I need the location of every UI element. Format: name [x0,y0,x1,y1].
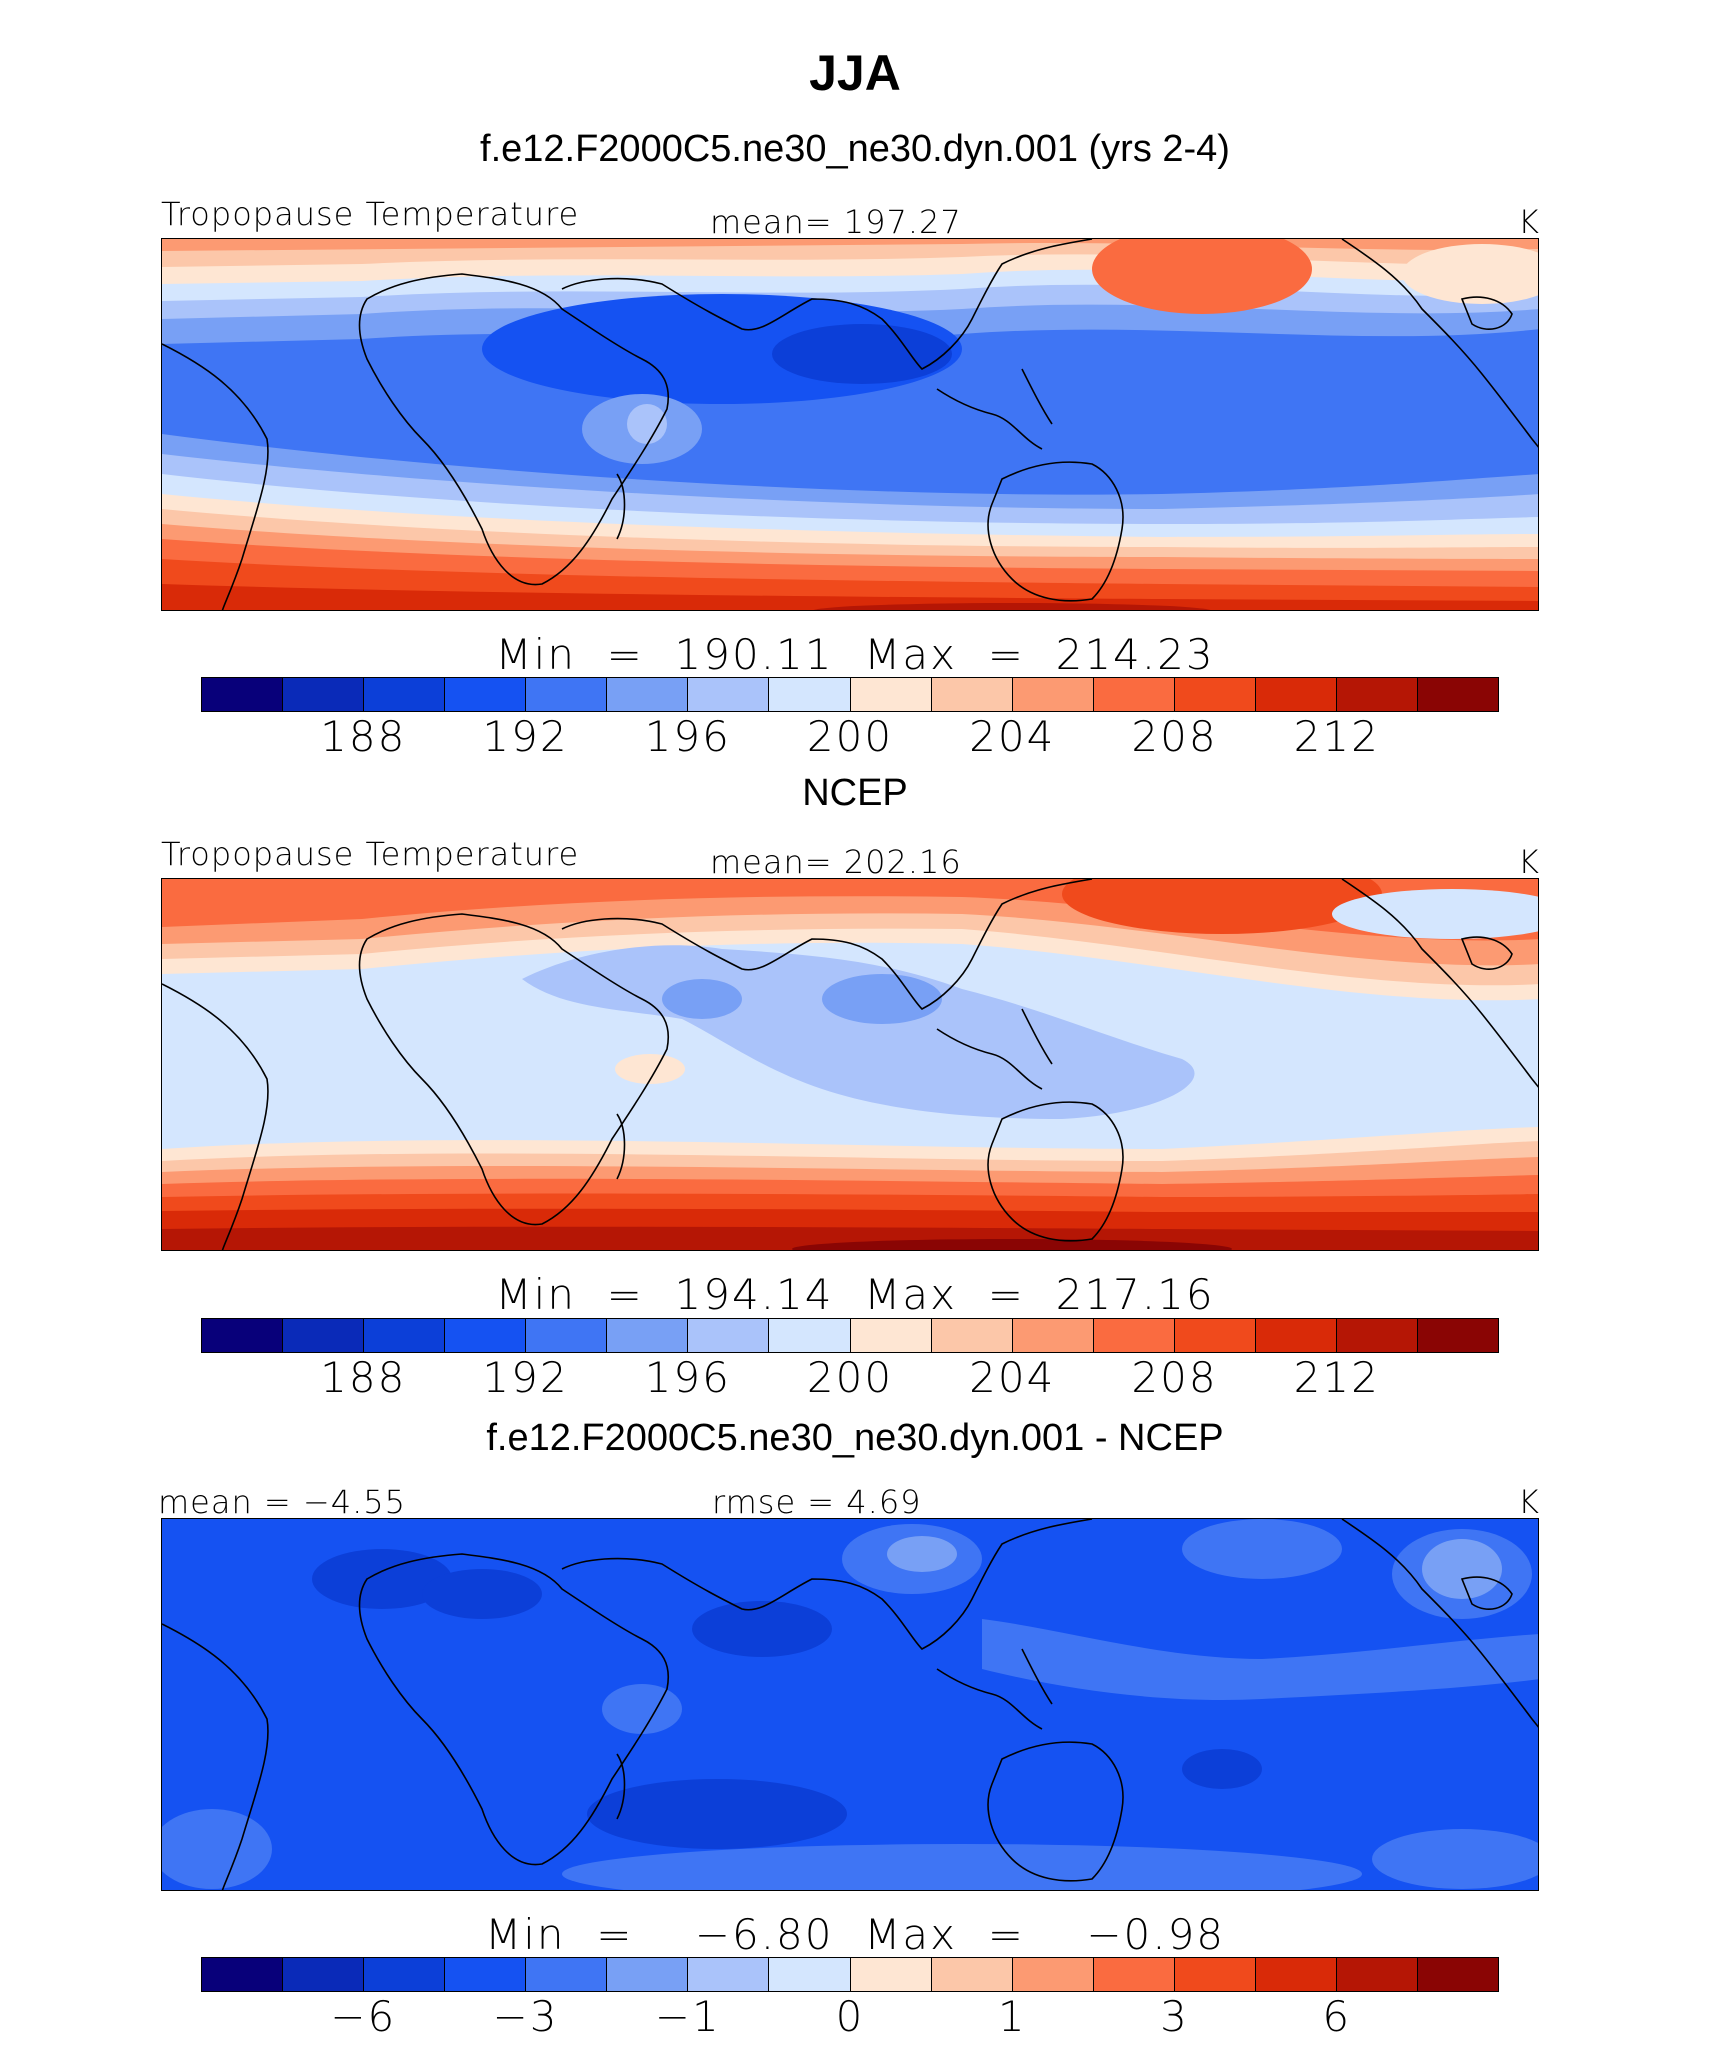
colorbar-swatch [1012,1319,1094,1352]
colorbar-tick-label: 188 [320,1353,407,1402]
colorbar-swatch [1174,1958,1256,1991]
figure-title: JJA [809,45,901,101]
panel1-title: f.e12.F2000C5.ne30_ne30.dyn.001 (yrs 2-4… [480,128,1230,170]
panel2-unit-label: K [1518,843,1540,881]
colorbar-swatch [1012,678,1094,711]
colorbar-tick-label: 212 [1293,1353,1380,1402]
colorbar-swatch [607,1319,689,1352]
colorbar-swatch [850,1319,932,1352]
colorbar-tick-label: 188 [320,712,407,761]
colorbar-swatch [445,1319,527,1352]
colorbar-swatch [283,678,365,711]
colorbar-swatch [607,678,689,711]
colorbar-swatch [1255,1958,1337,1991]
colorbar-tick-label: 0 [835,1992,865,2041]
colorbar-tick-label: 192 [482,1353,569,1402]
colorbar-tick-label: 3 [1160,1992,1189,2041]
colorbar-tick-label: −3 [492,1992,559,2041]
colorbar-swatch [850,1958,932,1991]
colorbar-swatch [445,678,527,711]
colorbar-swatch [1012,1958,1094,1991]
colorbar-swatch [688,1958,770,1991]
colorbar-swatch [364,1958,446,1991]
colorbar-tick-label: 200 [806,712,894,761]
colorbar-swatch [1336,1319,1418,1352]
colorbar-swatch [931,1958,1013,1991]
panel2-colorbar [201,1318,1499,1353]
colorbar-swatch [202,678,284,711]
colorbar-swatch [931,678,1013,711]
colorbar-swatch [1417,678,1498,711]
colorbar-swatch [202,1958,284,1991]
colorbar-swatch [526,678,608,711]
panel3-unit-label: K [1518,1483,1540,1521]
colorbar-tick-label: 200 [806,1353,894,1402]
colorbar-swatch [1417,1319,1498,1352]
colorbar-swatch [1093,678,1175,711]
colorbar-tick-label: 204 [969,712,1056,761]
colorbar-tick-label: 196 [644,712,731,761]
colorbar-swatch [1336,678,1418,711]
colorbar-swatch [364,1319,446,1352]
panel1-minmax: Min = 190.11 Max = 214.23 [495,630,1215,679]
colorbar-tick-label: −1 [654,1992,721,2041]
panel3-mean-label: mean = −4.55 [158,1483,406,1521]
panel1-unit-label: K [1518,203,1540,241]
panel3-rmse-label: rmse = 4.69 [712,1483,922,1521]
colorbar-swatch [526,1319,608,1352]
colorbar-swatch [1417,1958,1498,1991]
colorbar-tick-label: 208 [1131,1353,1218,1402]
colorbar-swatch [688,678,770,711]
colorbar-swatch [1093,1319,1175,1352]
colorbar-tick-label: −6 [330,1992,397,2041]
colorbar-swatch [1255,678,1337,711]
colorbar-swatch [526,1958,608,1991]
colorbar-swatch [1174,1319,1256,1352]
colorbar-swatch [364,678,446,711]
colorbar-swatch [850,678,932,711]
panel2-mean-label: mean= 202.16 [710,843,962,881]
colorbar-swatch [283,1319,365,1352]
colorbar-tick-label: 208 [1131,712,1218,761]
colorbar-swatch [688,1319,770,1352]
panel2-title: NCEP [802,772,908,814]
colorbar-swatch [769,1958,851,1991]
colorbar-swatch [445,1958,527,1991]
panel3-colorbar [201,1957,1499,1992]
colorbar-swatch [202,1319,284,1352]
panel2-minmax: Min = 194.14 Max = 217.16 [495,1270,1215,1319]
colorbar-tick-label: 6 [1322,1992,1352,2041]
panel1-colorbar [201,677,1499,712]
panel1-variable-label: Tropopause Temperature [161,195,580,233]
colorbar-tick-label: 212 [1293,712,1380,761]
colorbar-tick-label: 1 [997,1992,1027,2041]
panel1-map [161,238,1539,611]
colorbar-swatch [1336,1958,1418,1991]
colorbar-swatch [1255,1319,1337,1352]
panel2-map [161,878,1539,1251]
colorbar-tick-label: 204 [969,1353,1056,1402]
colorbar-tick-label: 192 [482,712,569,761]
panel3-title: f.e12.F2000C5.ne30_ne30.dyn.001 - NCEP [486,1417,1224,1459]
colorbar-swatch [931,1319,1013,1352]
panel3-map [161,1518,1539,1891]
colorbar-swatch [769,1319,851,1352]
colorbar-swatch [1174,678,1256,711]
colorbar-swatch [1093,1958,1175,1991]
panel3-minmax: Min = −6.80 Max = −0.98 [484,1910,1226,1959]
colorbar-swatch [283,1958,365,1991]
panel2-variable-label: Tropopause Temperature [161,835,580,873]
colorbar-swatch [769,678,851,711]
colorbar-tick-label: 196 [644,1353,731,1402]
panel1-mean-label: mean= 197.27 [710,203,962,241]
colorbar-swatch [607,1958,689,1991]
